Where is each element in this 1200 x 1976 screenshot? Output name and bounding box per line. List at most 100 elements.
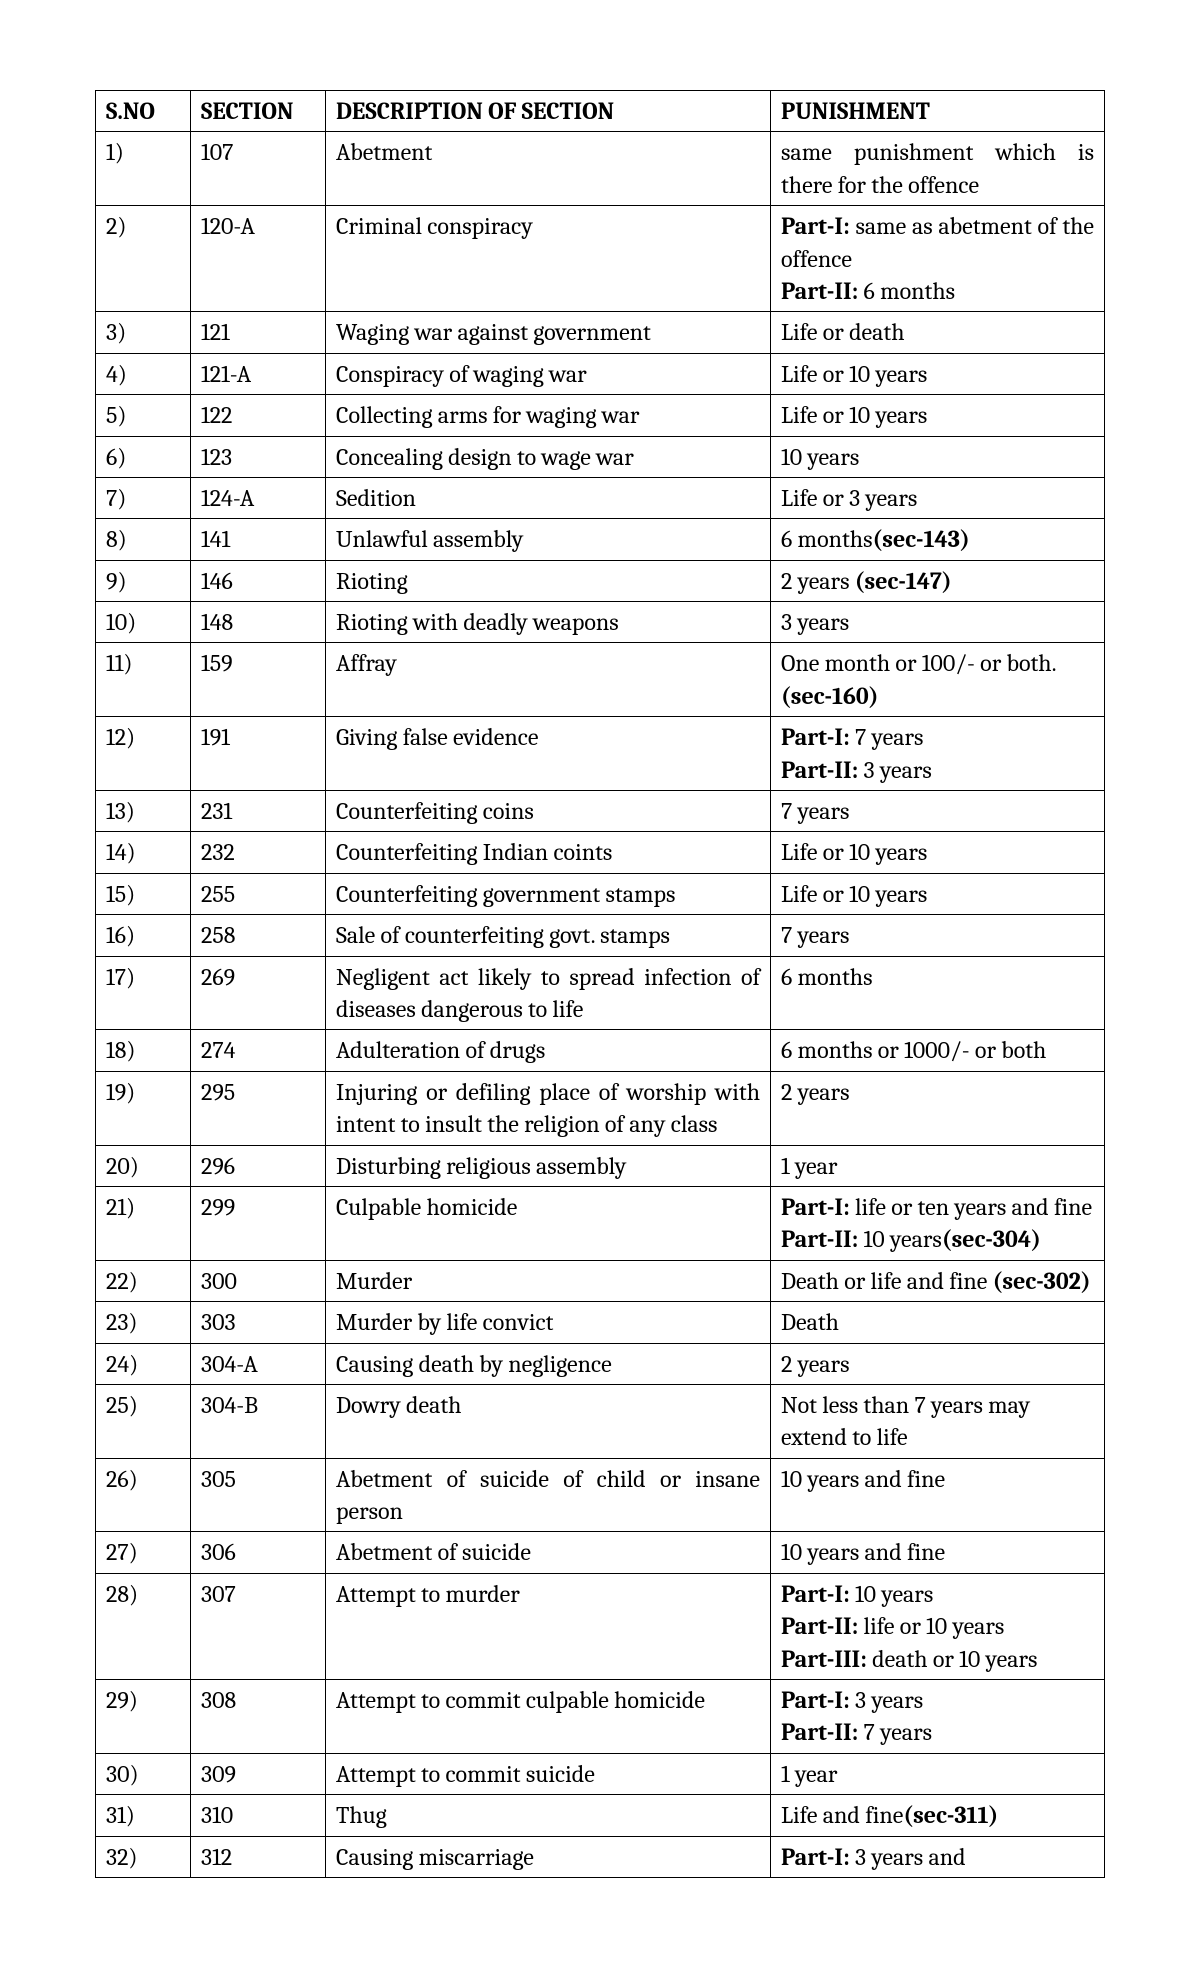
cell-sno: 8) — [96, 519, 191, 560]
cell-description: Murder by life convict — [326, 1302, 771, 1343]
cell-section: 191 — [191, 717, 326, 791]
cell-section: 304-A — [191, 1343, 326, 1384]
cell-description: Counterfeiting Indian coints — [326, 832, 771, 873]
table-row: 29)308Attempt to commit culpable homicid… — [96, 1680, 1105, 1754]
cell-sno: 5) — [96, 395, 191, 436]
table-row: 21)299Culpable homicidePart-I: life or t… — [96, 1186, 1105, 1260]
cell-sno: 11) — [96, 643, 191, 717]
cell-section: 274 — [191, 1030, 326, 1071]
cell-punishment: Death or life and fine (sec-302) — [771, 1260, 1105, 1301]
table-row: 7)124-ASeditionLife or 3 years — [96, 477, 1105, 518]
cell-punishment: Life or death — [771, 312, 1105, 353]
ipc-sections-table: S.NO SECTION DESCRIPTION OF SECTION PUNI… — [95, 90, 1105, 1878]
table-row: 20)296Disturbing religious assembly1 yea… — [96, 1145, 1105, 1186]
cell-punishment: Part-I: 3 years and — [771, 1836, 1105, 1877]
cell-description: Criminal conspiracy — [326, 206, 771, 312]
cell-punishment: Part-I: 10 yearsPart-II: life or 10 year… — [771, 1573, 1105, 1679]
cell-section: 124-A — [191, 477, 326, 518]
cell-section: 312 — [191, 1836, 326, 1877]
cell-punishment: 2 years (sec-147) — [771, 560, 1105, 601]
cell-description: Abetment — [326, 132, 771, 206]
cell-punishment: 1 year — [771, 1145, 1105, 1186]
cell-sno: 2) — [96, 206, 191, 312]
header-punishment: PUNISHMENT — [771, 91, 1105, 132]
cell-section: 122 — [191, 395, 326, 436]
cell-sno: 10) — [96, 602, 191, 643]
cell-description: Attempt to commit suicide — [326, 1753, 771, 1794]
cell-punishment: same punishment which is there for the o… — [771, 132, 1105, 206]
cell-sno: 26) — [96, 1458, 191, 1532]
cell-punishment: 2 years — [771, 1071, 1105, 1145]
cell-punishment: Life or 3 years — [771, 477, 1105, 518]
cell-section: 107 — [191, 132, 326, 206]
cell-sno: 21) — [96, 1186, 191, 1260]
cell-punishment: Part-I: 7 yearsPart-II: 3 years — [771, 717, 1105, 791]
table-row: 28)307Attempt to murderPart-I: 10 yearsP… — [96, 1573, 1105, 1679]
table-row: 23)303Murder by life convictDeath — [96, 1302, 1105, 1343]
cell-sno: 1) — [96, 132, 191, 206]
cell-punishment: One month or 100/- or both. (sec-160) — [771, 643, 1105, 717]
cell-description: Counterfeiting government stamps — [326, 873, 771, 914]
cell-sno: 24) — [96, 1343, 191, 1384]
cell-description: Causing miscarriage — [326, 1836, 771, 1877]
cell-punishment: 7 years — [771, 915, 1105, 956]
cell-sno: 17) — [96, 956, 191, 1030]
cell-section: 307 — [191, 1573, 326, 1679]
cell-description: Causing death by negligence — [326, 1343, 771, 1384]
cell-description: Affray — [326, 643, 771, 717]
cell-section: 159 — [191, 643, 326, 717]
header-section: SECTION — [191, 91, 326, 132]
cell-description: Unlawful assembly — [326, 519, 771, 560]
table-row: 18)274Adulteration of drugs6 months or 1… — [96, 1030, 1105, 1071]
table-row: 15)255Counterfeiting government stampsLi… — [96, 873, 1105, 914]
cell-section: 305 — [191, 1458, 326, 1532]
table-row: 19)295Injuring or defiling place of wors… — [96, 1071, 1105, 1145]
cell-section: 121 — [191, 312, 326, 353]
cell-sno: 3) — [96, 312, 191, 353]
cell-description: Giving false evidence — [326, 717, 771, 791]
table-row: 5)122Collecting arms for waging warLife … — [96, 395, 1105, 436]
table-row: 13)231Counterfeiting coins7 years — [96, 791, 1105, 832]
cell-punishment: Death — [771, 1302, 1105, 1343]
table-row: 16)258Sale of counterfeiting govt. stamp… — [96, 915, 1105, 956]
cell-sno: 16) — [96, 915, 191, 956]
cell-punishment: Life and fine(sec-311) — [771, 1795, 1105, 1836]
cell-section: 310 — [191, 1795, 326, 1836]
cell-punishment: 6 months — [771, 956, 1105, 1030]
cell-description: Collecting arms for waging war — [326, 395, 771, 436]
cell-description: Adulteration of drugs — [326, 1030, 771, 1071]
table-row: 1)107Abetmentsame punishment which is th… — [96, 132, 1105, 206]
cell-sno: 32) — [96, 1836, 191, 1877]
cell-sno: 15) — [96, 873, 191, 914]
cell-sno: 18) — [96, 1030, 191, 1071]
cell-punishment: 10 years and fine — [771, 1532, 1105, 1573]
table-row: 24)304-ACausing death by negligence2 yea… — [96, 1343, 1105, 1384]
table-row: 12)191Giving false evidencePart-I: 7 yea… — [96, 717, 1105, 791]
cell-punishment: 10 years and fine — [771, 1458, 1105, 1532]
cell-description: Dowry death — [326, 1384, 771, 1458]
cell-punishment: 3 years — [771, 602, 1105, 643]
cell-description: Attempt to commit culpable homicide — [326, 1680, 771, 1754]
cell-sno: 6) — [96, 436, 191, 477]
cell-punishment: Not less than 7 years may extend to life — [771, 1384, 1105, 1458]
cell-sno: 23) — [96, 1302, 191, 1343]
cell-sno: 13) — [96, 791, 191, 832]
cell-sno: 30) — [96, 1753, 191, 1794]
cell-description: Rioting with deadly weapons — [326, 602, 771, 643]
cell-description: Counterfeiting coins — [326, 791, 771, 832]
cell-sno: 29) — [96, 1680, 191, 1754]
cell-description: Sale of counterfeiting govt. stamps — [326, 915, 771, 956]
cell-section: 308 — [191, 1680, 326, 1754]
cell-sno: 9) — [96, 560, 191, 601]
cell-section: 309 — [191, 1753, 326, 1794]
cell-punishment: 1 year — [771, 1753, 1105, 1794]
table-row: 31)310ThugLife and fine(sec-311) — [96, 1795, 1105, 1836]
cell-section: 303 — [191, 1302, 326, 1343]
cell-sno: 14) — [96, 832, 191, 873]
cell-section: 148 — [191, 602, 326, 643]
cell-sno: 27) — [96, 1532, 191, 1573]
cell-punishment: Part-I: same as abetment of the offenceP… — [771, 206, 1105, 312]
cell-section: 258 — [191, 915, 326, 956]
cell-punishment: 6 months or 1000/- or both — [771, 1030, 1105, 1071]
cell-punishment: Life or 10 years — [771, 395, 1105, 436]
